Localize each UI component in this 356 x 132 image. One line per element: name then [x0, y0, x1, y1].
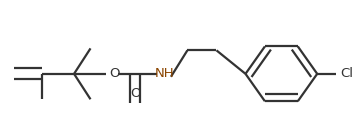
Text: Cl: Cl	[340, 67, 354, 80]
Text: O: O	[130, 87, 140, 100]
Text: O: O	[109, 67, 119, 80]
Text: NH: NH	[154, 67, 174, 80]
